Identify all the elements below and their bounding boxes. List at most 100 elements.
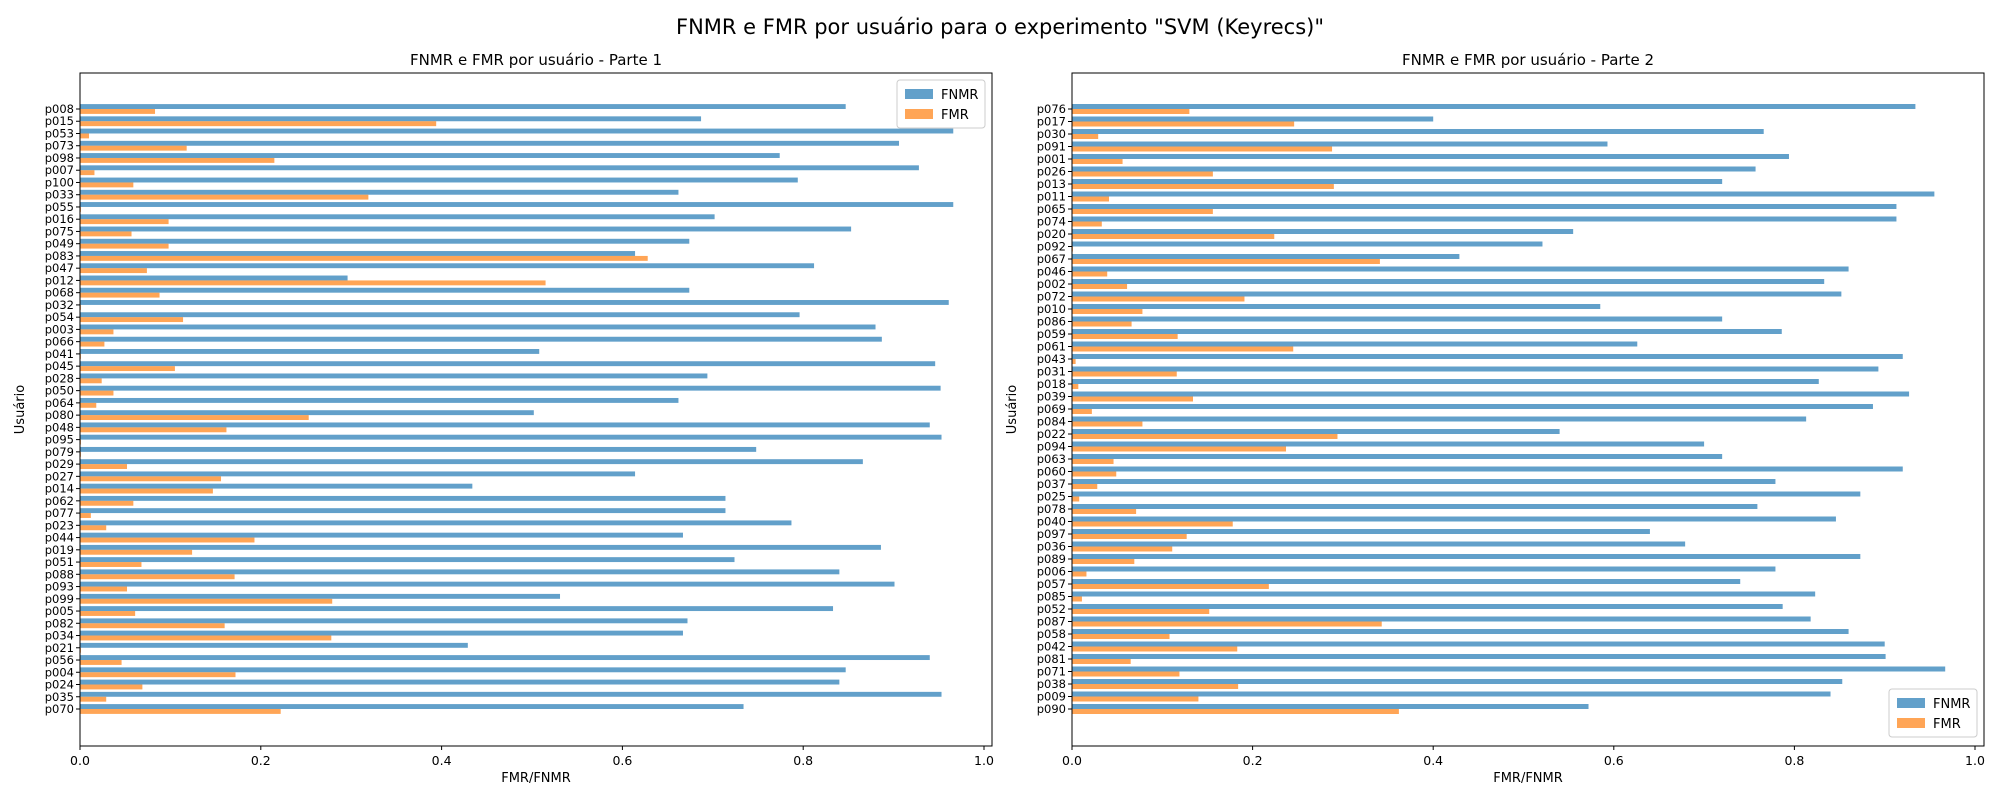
legend-label-fnmr: FNMR: [941, 88, 978, 103]
bar-fmr-p020: [1072, 234, 1275, 239]
bar-fnmr-p030: [1072, 129, 1764, 134]
bar-fnmr-p070: [80, 704, 744, 709]
bar-fmr-p015: [80, 121, 437, 127]
bar-fmr-p088: [80, 574, 235, 580]
bar-fnmr-p056: [80, 655, 930, 661]
y-tick-label: p025: [1037, 490, 1066, 504]
y-tick-label: p033: [45, 188, 74, 202]
y-tick-label: p029: [45, 457, 74, 471]
y-tick-label: p024: [45, 678, 74, 692]
y-tick-label: p008: [45, 102, 74, 116]
y-tick-label: p056: [45, 653, 74, 667]
y-tick-label: p023: [45, 518, 74, 532]
bar-fnmr-p048: [80, 422, 930, 428]
y-tick-label: p039: [1037, 390, 1066, 404]
bar-fnmr-p040: [1072, 516, 1836, 522]
chart-1-ylabel: Usuário: [13, 385, 28, 434]
bar-fnmr-p057: [1072, 579, 1741, 584]
bar-fmr-p010: [1072, 309, 1143, 314]
bar-fmr-p083: [80, 255, 648, 261]
bar-fnmr-p050: [80, 385, 941, 391]
bar-fnmr-p001: [1072, 154, 1789, 159]
bar-fmr-p002: [1072, 284, 1128, 289]
y-tick-label: p009: [1037, 690, 1066, 704]
bar-fmr-p047: [80, 268, 147, 274]
y-tick-label: p080: [45, 408, 74, 422]
bar-fnmr-p074: [1072, 216, 1897, 222]
bar-fmr-p063: [1072, 459, 1114, 464]
bar-fmr-p022: [1072, 434, 1338, 439]
bar-fnmr-p067: [1072, 254, 1460, 259]
bar-fmr-p009: [1072, 696, 1199, 702]
bar-fmr-p031: [1072, 371, 1177, 377]
bar-fnmr-p013: [1072, 179, 1723, 184]
bar-fmr-p013: [1072, 184, 1334, 189]
bar-fmr-p028: [80, 378, 102, 384]
bar-fmr-p058: [1072, 634, 1170, 639]
bar-fmr-p067: [1072, 259, 1380, 264]
bar-fnmr-p002: [1072, 279, 1825, 284]
y-tick-label: p045: [45, 359, 74, 373]
y-tick-label: p059: [1037, 327, 1066, 341]
y-tick-label: p026: [1037, 165, 1066, 179]
x-tick-label: 0.6: [612, 753, 632, 768]
bar-fmr-p089: [1072, 559, 1135, 564]
bar-fmr-p097: [1072, 534, 1187, 539]
y-tick-label: p078: [1037, 502, 1066, 516]
bar-fmr-p062: [80, 500, 134, 506]
bar-fnmr-p027: [80, 471, 636, 477]
legend-swatch-fnmr: [1897, 698, 1925, 708]
bar-fnmr-p077: [80, 508, 726, 514]
y-tick-label: p013: [1037, 177, 1066, 191]
y-tick-label: p066: [45, 335, 74, 349]
bar-fmr-p001: [1072, 159, 1123, 164]
bar-fnmr-p006: [1072, 566, 1776, 572]
bar-fmr-p068: [80, 292, 160, 298]
bar-fmr-p074: [1072, 221, 1102, 227]
bar-fnmr-p034: [80, 630, 683, 636]
y-tick-label: p050: [45, 384, 74, 398]
bar-fnmr-p076: [1072, 104, 1916, 109]
y-tick-label: p077: [45, 506, 74, 520]
bar-fmr-p052: [1072, 609, 1210, 614]
bar-fnmr-p033: [80, 189, 679, 195]
y-tick-label: p018: [1037, 377, 1066, 391]
bar-fmr-p038: [1072, 684, 1239, 689]
bar-fnmr-p031: [1072, 366, 1879, 372]
bar-fmr-p087: [1072, 621, 1382, 627]
bar-fmr-p027: [80, 476, 222, 482]
bar-fmr-p019: [80, 549, 193, 555]
y-tick-label: p098: [45, 151, 74, 165]
bar-fnmr-p068: [80, 287, 690, 293]
bar-fnmr-p090: [1072, 704, 1589, 709]
y-tick-label: p057: [1037, 577, 1066, 591]
bar-fnmr-p022: [1072, 429, 1560, 434]
y-tick-label: p028: [45, 371, 74, 385]
y-tick-label: p069: [1037, 402, 1066, 416]
y-tick-label: p081: [1037, 652, 1066, 666]
bar-fmr-p023: [80, 525, 107, 531]
bar-fnmr-p008: [80, 104, 846, 109]
x-tick-label: 0.4: [1423, 753, 1443, 768]
y-tick-label: p012: [45, 273, 74, 287]
y-tick-label: p054: [45, 310, 74, 324]
bar-fmr-p054: [80, 317, 184, 323]
y-tick-label: p068: [45, 286, 74, 300]
bar-fmr-p093: [80, 586, 128, 592]
y-tick-label: p016: [45, 212, 74, 226]
bar-fnmr-p099: [80, 593, 561, 599]
bar-fnmr-p094: [1072, 441, 1705, 447]
bar-fnmr-p028: [80, 373, 708, 379]
bar-fnmr-p046: [1072, 266, 1849, 272]
x-tick-label: 0.4: [432, 753, 452, 768]
y-tick-label: p065: [1037, 202, 1066, 216]
bar-fnmr-p085: [1072, 591, 1816, 597]
chart-2-gridless-plot: p076p017p030p091p001p026p013p011p065p074…: [1037, 102, 1985, 768]
bar-fmr-p078: [1072, 509, 1137, 514]
bar-fnmr-p063: [1072, 454, 1723, 459]
bar-fnmr-p083: [80, 251, 636, 256]
bar-fnmr-p032: [80, 300, 949, 305]
bar-fmr-p018: [1072, 384, 1079, 389]
bar-fnmr-p014: [80, 483, 473, 489]
y-tick-label: p087: [1037, 615, 1066, 629]
